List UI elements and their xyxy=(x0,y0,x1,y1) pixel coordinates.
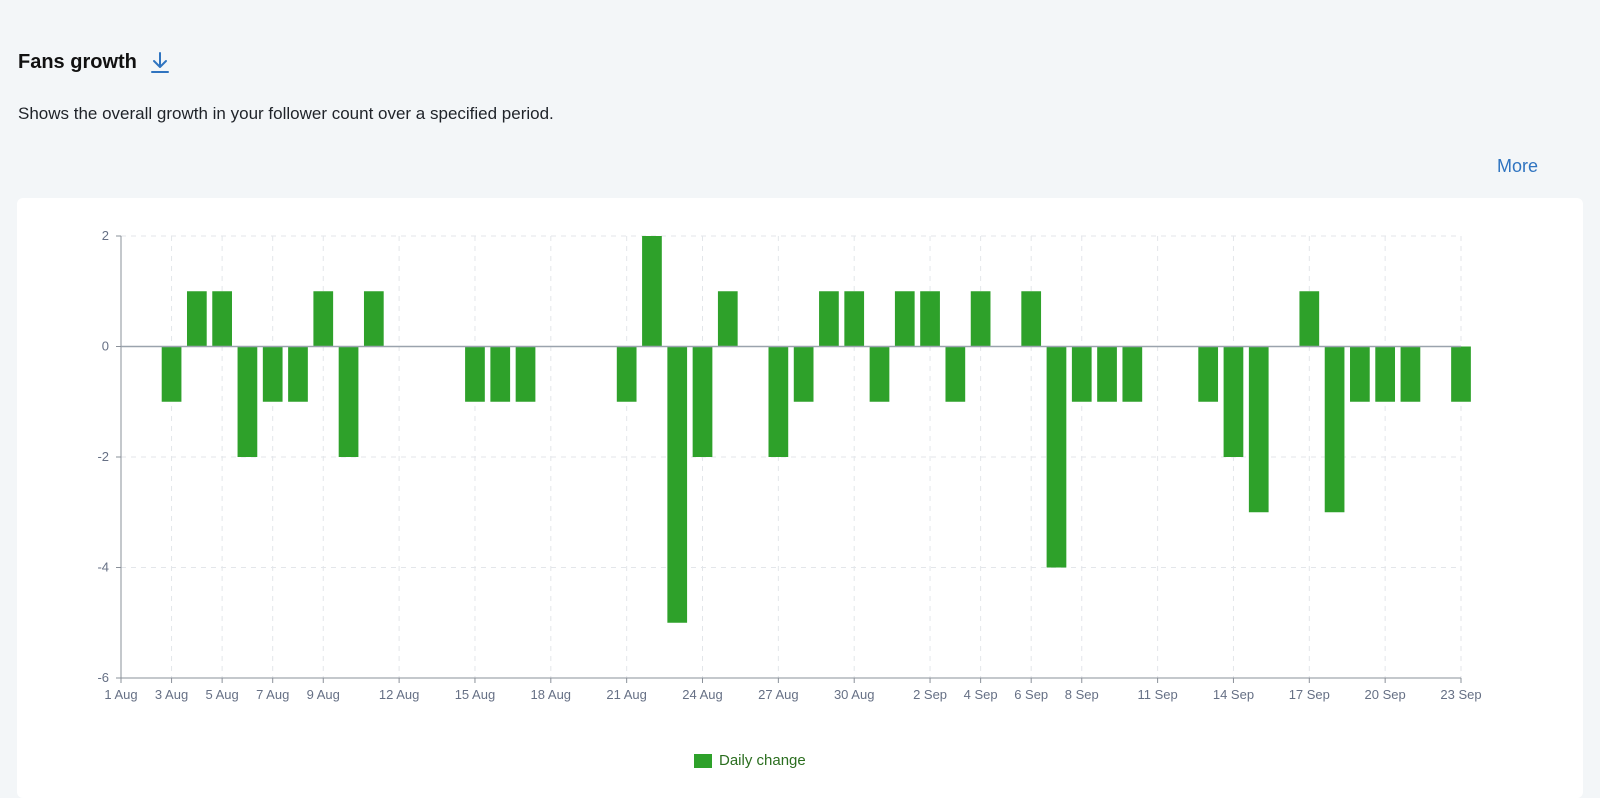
more-link[interactable]: More xyxy=(1496,156,1538,176)
bar xyxy=(212,291,232,347)
x-tick-label: 12 Aug xyxy=(379,687,420,702)
bar xyxy=(717,291,738,347)
x-tick-label: 21 Aug xyxy=(606,687,647,702)
x-tick-label: 30 Aug xyxy=(834,687,875,702)
x-tick-label: 27 Aug xyxy=(758,687,799,702)
chart-title: Fans growth xyxy=(18,50,137,73)
bar xyxy=(1375,346,1396,402)
bar xyxy=(1021,291,1042,347)
bar xyxy=(793,346,814,402)
x-tick-label: 11 Sep xyxy=(1137,687,1177,702)
x-tick-label: 18 Aug xyxy=(531,687,572,702)
bar xyxy=(313,291,334,347)
x-tick-label: 20 Sep xyxy=(1365,687,1406,702)
y-tick-label: 2 xyxy=(102,228,109,243)
bar xyxy=(692,346,713,457)
y-tick-label: 0 xyxy=(102,339,109,354)
x-tick-label: 3 Aug xyxy=(155,687,188,702)
bar xyxy=(616,346,637,402)
bar xyxy=(1324,346,1345,513)
bar xyxy=(288,346,308,402)
x-tick-label: 14 Sep xyxy=(1213,687,1254,702)
legend-swatch xyxy=(694,753,712,768)
bar xyxy=(262,346,283,402)
y-tick-label: -2 xyxy=(97,449,109,464)
bar xyxy=(1223,346,1244,457)
bar xyxy=(1248,346,1269,513)
bar xyxy=(970,291,991,347)
x-tick-label: 23 Sep xyxy=(1440,687,1481,702)
x-tick-label: 7 Aug xyxy=(256,687,289,702)
bar xyxy=(1350,346,1370,402)
bar xyxy=(1299,291,1320,347)
x-tick-label: 5 Aug xyxy=(205,687,238,702)
bar xyxy=(894,291,915,347)
bar xyxy=(338,346,359,457)
bar xyxy=(490,346,511,402)
bar xyxy=(642,236,662,347)
x-tick-label: 4 Sep xyxy=(964,687,998,702)
download-icon[interactable] xyxy=(149,50,171,74)
x-tick-label: 24 Aug xyxy=(682,687,723,702)
bar xyxy=(237,346,258,457)
chart-card: 2 0 -2 -4 -6 1 Aug 3 Aug 5 Aug 7 Aug 9 Aug 12 Aug 1… xyxy=(17,198,1583,798)
y-tick-label: -4 xyxy=(97,560,109,575)
x-tick-label: 9 Aug xyxy=(307,687,340,702)
bar xyxy=(1198,346,1219,402)
legend-label: Daily change xyxy=(719,752,806,769)
bar xyxy=(186,291,207,347)
bar xyxy=(1451,346,1471,402)
chart-description: Shows the overall growth in your followe… xyxy=(18,104,554,123)
bar xyxy=(1046,346,1067,568)
bar xyxy=(869,346,890,402)
bar xyxy=(844,291,865,347)
bar xyxy=(1071,346,1092,402)
x-tick-label: 1 Aug xyxy=(104,687,137,702)
chart-legend[interactable]: Daily change xyxy=(694,752,806,769)
bar xyxy=(515,346,536,402)
bar xyxy=(819,291,839,347)
x-tick-label: 17 Sep xyxy=(1289,687,1330,702)
bar xyxy=(1097,346,1117,402)
x-tick-label: 15 Aug xyxy=(455,687,496,702)
bar xyxy=(161,346,182,402)
bar-chart: 2 0 -2 -4 -6 1 Aug 3 Aug 5 Aug 7 Aug 9 Aug 12 Aug 1… xyxy=(97,228,1481,702)
x-tick-label: 8 Sep xyxy=(1065,687,1099,702)
bar xyxy=(363,291,384,347)
bar xyxy=(465,346,485,402)
bar xyxy=(945,346,966,402)
bar xyxy=(1400,346,1421,402)
bar xyxy=(768,346,789,457)
x-tick-label: 2 Sep xyxy=(913,687,947,702)
bar xyxy=(667,346,688,623)
bar xyxy=(920,291,940,347)
x-tick-label: 6 Sep xyxy=(1014,687,1048,702)
chart-header: Fans growth xyxy=(18,50,171,74)
y-tick-label: -6 xyxy=(97,670,109,685)
bar xyxy=(1122,346,1143,402)
